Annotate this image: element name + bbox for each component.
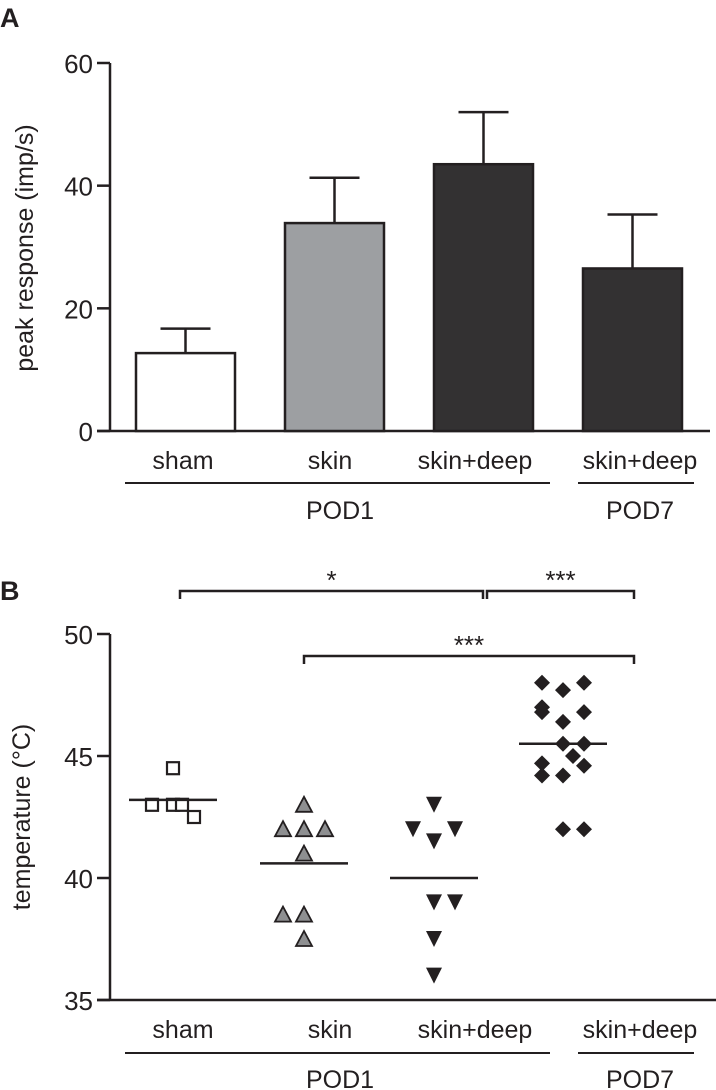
bar-skin bbox=[283, 221, 386, 433]
point-gray-triangle-up bbox=[315, 819, 335, 838]
point-black-triangle-down bbox=[447, 894, 463, 911]
point-black-diamond bbox=[555, 767, 571, 784]
bar-sham bbox=[134, 351, 237, 433]
point-gray-triangle-up bbox=[294, 819, 314, 838]
y-axis-label-b: temperature (°C) bbox=[8, 724, 36, 910]
point-black-diamond bbox=[555, 821, 571, 838]
point-black-triangle-down bbox=[447, 821, 463, 838]
x-tick-label: skin+deep bbox=[418, 1016, 533, 1044]
panel-label-a: A bbox=[0, 3, 20, 33]
point-black-diamond bbox=[534, 704, 550, 721]
y-axis-label-a: peak response (imp/s) bbox=[11, 124, 39, 371]
x-tick-label: skin+deep bbox=[418, 447, 533, 475]
panel-label-b: B bbox=[0, 576, 20, 606]
panel-a: 0 20 40 60 sham skin skin+deep skin+deep POD1 POD… bbox=[64, 49, 710, 525]
group-label: POD7 bbox=[606, 497, 674, 525]
point-black-triangle-down bbox=[405, 821, 421, 838]
x-tick-label: skin+deep bbox=[583, 1016, 698, 1044]
point-gray-triangle-up bbox=[273, 904, 293, 923]
point-black-diamond bbox=[534, 755, 550, 772]
point-open-square bbox=[186, 809, 202, 825]
x-tick-label: skin+deep bbox=[583, 447, 698, 475]
point-black-diamond bbox=[565, 748, 581, 764]
group-label: POD7 bbox=[606, 1066, 674, 1090]
y-tick-label: 40 bbox=[64, 864, 93, 894]
point-black-triangle-down bbox=[426, 796, 442, 813]
x-tick-label: skin bbox=[308, 1016, 352, 1044]
x-tick-label: sham bbox=[152, 1016, 213, 1044]
bar-skin+deep bbox=[432, 162, 535, 433]
point-gray-triangle-up bbox=[294, 794, 314, 813]
point-gray-triangle-up bbox=[294, 929, 314, 947]
y-tick-label: 45 bbox=[64, 742, 93, 772]
point-gray-triangle-up bbox=[294, 904, 314, 923]
point-gray-triangle-up bbox=[294, 843, 314, 862]
significance-label: * bbox=[326, 565, 336, 595]
point-black-diamond bbox=[534, 674, 550, 691]
point-black-triangle-down bbox=[426, 894, 442, 911]
y-tick-label: 50 bbox=[64, 620, 93, 650]
significance-label: *** bbox=[545, 565, 575, 595]
y-tick-label: 35 bbox=[64, 986, 93, 1016]
y-tick-label: 0 bbox=[79, 417, 93, 447]
point-black-diamond bbox=[555, 713, 571, 730]
y-tick-label: 40 bbox=[64, 172, 93, 202]
point-black-triangle-down bbox=[426, 931, 442, 947]
significance-label: *** bbox=[454, 630, 484, 660]
x-tick-label: skin bbox=[308, 447, 352, 475]
significance-bracket bbox=[178, 589, 485, 599]
x-tick-label: sham bbox=[152, 447, 213, 475]
point-black-diamond bbox=[555, 682, 571, 699]
point-open-square bbox=[165, 761, 181, 776]
significance-bracket bbox=[302, 654, 636, 664]
bar-skin+deep bbox=[581, 267, 684, 433]
significance-bracket bbox=[485, 589, 636, 599]
point-gray-triangle-up bbox=[273, 819, 293, 838]
y-tick-label: 20 bbox=[64, 294, 93, 324]
y-tick-label: 60 bbox=[64, 49, 93, 79]
point-black-diamond bbox=[576, 821, 592, 838]
point-black-diamond bbox=[576, 757, 592, 774]
point-black-triangle-down bbox=[426, 967, 442, 984]
point-black-diamond bbox=[576, 674, 592, 691]
point-black-triangle-down bbox=[426, 833, 442, 850]
point-black-diamond bbox=[534, 767, 550, 784]
group-label: POD1 bbox=[306, 497, 374, 525]
point-black-diamond bbox=[576, 704, 592, 721]
group-label: POD1 bbox=[306, 1066, 374, 1090]
